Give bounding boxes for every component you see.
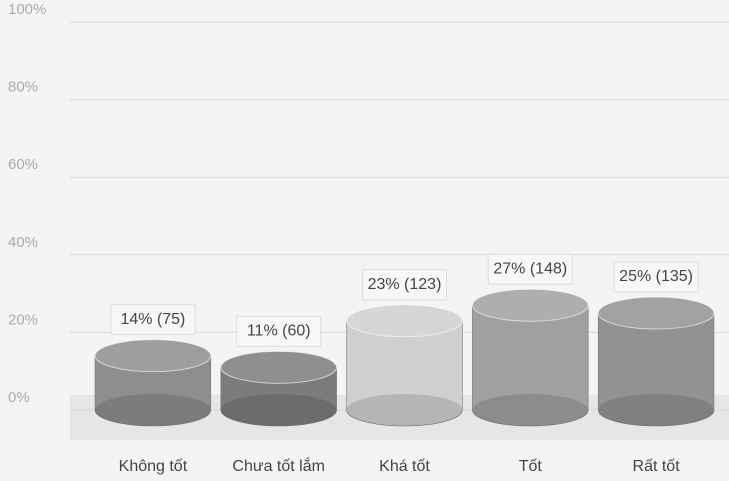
cylinder-base [598,394,714,426]
x-tick-label: Rất tốt [633,458,681,475]
value-label-box [613,261,699,293]
x-tick-label: Tốt [519,458,543,475]
cylinder-base [346,394,463,426]
x-tick-label: Chưa tốt lắm [232,456,325,475]
value-label-box [487,253,573,285]
y-tick-label: 80% [8,79,38,96]
bar [346,320,463,427]
value-label: 14% (75) [120,311,185,328]
y-tick-label: 40% [8,234,38,251]
cylinder-top [94,339,212,373]
cylinder-base [220,394,337,426]
value-label: 11% (60) [247,323,311,340]
cylinder-top-shade [472,289,589,322]
value-label-box [110,304,196,336]
bar [472,304,589,427]
value-label-box [362,269,447,301]
bar [597,312,715,427]
cylinder-top [471,288,589,322]
value-label: 25% (135) [619,268,693,285]
y-tick-label: 20% [8,311,38,328]
value-label: 23% (123) [368,276,442,293]
cylinder-top-shade [346,304,463,337]
y-tick-label: 100% [8,1,46,18]
value-label-box [236,315,322,347]
cylinder-base [95,394,211,426]
cylinder-top [597,296,715,330]
cylinder-top-shade [95,339,211,372]
y-tick-label: 60% [8,156,38,173]
bar [94,355,212,427]
x-tick-label: Khá tốt [379,458,430,475]
cylinder-top-shade [220,351,337,384]
bar [220,367,337,427]
x-tick-label: Không tốt [119,458,188,475]
value-label: 27% (148) [493,260,567,277]
cylinder-top-shade [598,297,714,329]
cylinder-top [220,350,338,384]
cylinder-base [472,394,589,426]
y-tick-label: 0% [8,389,30,406]
cylinder-top [346,304,463,338]
